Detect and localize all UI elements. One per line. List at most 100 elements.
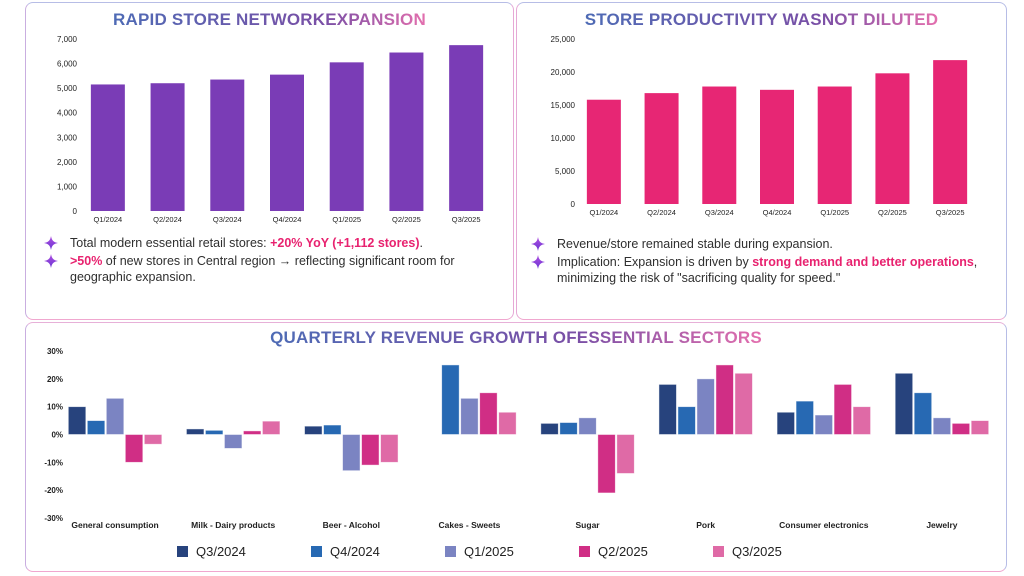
bar-Q1-2025 bbox=[224, 434, 243, 449]
store-productivity-title: STORE PRODUCTIVITY WAS NOT DILUTED bbox=[517, 10, 1006, 30]
x-tick-label: Q4/2024 bbox=[763, 208, 792, 217]
store-expansion-title: RAPID STORE NETWORK EXPANSION bbox=[26, 10, 513, 30]
legend-label: Q2/2025 bbox=[598, 544, 648, 559]
category-label: General consumption bbox=[71, 520, 158, 530]
diamond-star-icon bbox=[531, 237, 545, 251]
bar-Q3-2024 bbox=[894, 372, 914, 435]
y-tick-label: 2,000 bbox=[57, 158, 78, 167]
note-text: Total modern essential retail stores: +2… bbox=[70, 236, 423, 250]
title-part-1: STORE PRODUCTIVITY WAS bbox=[584, 10, 822, 29]
diamond-star-icon bbox=[531, 254, 545, 269]
bar-Q3-2024 bbox=[702, 86, 737, 204]
y-tick-label: 7,000 bbox=[57, 35, 78, 44]
bar-Q4-2024 bbox=[559, 422, 578, 435]
legend-item: Q4/2024 bbox=[311, 544, 445, 559]
bar-Q2-2025 bbox=[389, 52, 424, 212]
bar-Q3-2024 bbox=[304, 425, 323, 435]
bar-Q2-2025 bbox=[833, 384, 852, 435]
title-part-2: ESSENTIAL SECTORS bbox=[576, 328, 762, 347]
bar-Q2-2025 bbox=[361, 434, 380, 466]
y-tick-label: 4,000 bbox=[57, 109, 78, 118]
bar-Q1-2025 bbox=[105, 397, 125, 435]
sector-growth-title: QUARTERLY REVENUE GROWTH OF ESSENTIAL SE… bbox=[26, 328, 1006, 348]
bar-Q3-2024 bbox=[540, 422, 559, 435]
bar-Q3-2024 bbox=[186, 428, 205, 435]
y-tick-label: 20,000 bbox=[551, 68, 576, 77]
category-label: Beer - Alcohol bbox=[323, 520, 380, 530]
category-label: Milk - Dairy products bbox=[191, 520, 275, 530]
category-label: Jewelry bbox=[926, 520, 957, 530]
y-tick-label: 25,000 bbox=[551, 35, 576, 44]
bar-Q3-2025 bbox=[970, 420, 990, 435]
bar-Q3-2024 bbox=[67, 406, 87, 435]
bar-Q1-2025 bbox=[460, 397, 479, 435]
bar-Q1-2025 bbox=[329, 62, 364, 211]
bar-Q1-2025 bbox=[814, 414, 833, 435]
legend-label: Q1/2025 bbox=[464, 544, 514, 559]
bar-Q4-2024 bbox=[913, 392, 933, 435]
bar-Q3-2025 bbox=[449, 45, 484, 212]
bar-Q2-2025 bbox=[951, 422, 971, 435]
y-tick-label: 6,000 bbox=[57, 60, 78, 69]
sector-growth-chart: -30% -20% -10% 0% 10% 20% 30% General consumpti… bbox=[44, 347, 990, 530]
y-tick-label: 0% bbox=[51, 431, 63, 440]
x-tick-label: Q3/2025 bbox=[452, 215, 481, 224]
x-tick-label: Q2/2025 bbox=[392, 215, 421, 224]
category-label: Pork bbox=[696, 520, 715, 530]
bar-Q1-2025 bbox=[817, 86, 852, 204]
note-item: Revenue/store remained stable during exp… bbox=[531, 236, 979, 253]
x-tick-label: Q1/2024 bbox=[93, 215, 122, 224]
store-productivity-card: STORE PRODUCTIVITY WAS NOT DILUTED 0 5,00… bbox=[516, 2, 1007, 320]
x-tick-label: Q1/2025 bbox=[820, 208, 849, 217]
note-text: Revenue/store remained stable during exp… bbox=[557, 237, 833, 251]
bar-Q3-2025 bbox=[734, 372, 753, 435]
bar-Q2-2025 bbox=[597, 434, 616, 494]
bar-Q4-2024 bbox=[760, 89, 794, 204]
x-tick-label: Q2/2024 bbox=[647, 208, 676, 217]
chart-legend: Q3/2024 Q4/2024 Q1/2025 Q2/2025 Q3/2025 bbox=[0, 544, 1024, 559]
legend-label: Q3/2024 bbox=[196, 544, 246, 559]
title-part-2: EXPANSION bbox=[325, 10, 426, 29]
y-tick-label: 10% bbox=[47, 403, 63, 412]
left-notes: Total modern essential retail stores: +2… bbox=[44, 235, 494, 287]
bar-Q3-2024 bbox=[658, 384, 677, 435]
diamond-star-icon bbox=[44, 253, 58, 268]
category-label: Consumer electronics bbox=[779, 520, 869, 530]
note-item: >50% of new stores in Central region → r… bbox=[44, 253, 494, 286]
y-tick-label: 5,000 bbox=[57, 84, 78, 93]
y-tick-label: 1,000 bbox=[57, 182, 78, 191]
bar-Q1-2024 bbox=[90, 84, 125, 211]
title-part-2: NOT DILUTED bbox=[821, 10, 939, 29]
x-tick-label: Q3/2024 bbox=[213, 215, 242, 224]
y-tick-label: 15,000 bbox=[551, 101, 576, 110]
y-tick-label: -30% bbox=[44, 514, 63, 523]
x-tick-label: Q3/2025 bbox=[936, 208, 965, 217]
bar-Q4-2024 bbox=[86, 420, 106, 435]
bar-Q4-2024 bbox=[270, 74, 304, 211]
bar-Q3-2025 bbox=[498, 411, 517, 435]
title-part-1: RAPID STORE NETWORK bbox=[113, 10, 326, 29]
bar-Q3-2025 bbox=[852, 406, 871, 435]
bar-Q3-2025 bbox=[616, 434, 635, 474]
bar-Q3-2025 bbox=[380, 434, 399, 463]
revenue-per-store-chart: 0 5,000 10,000 15,000 20,000 25,000 Q1/2024 Q2/… bbox=[551, 35, 968, 217]
legend-item: Q1/2025 bbox=[445, 544, 579, 559]
bar-Q4-2024 bbox=[441, 364, 460, 435]
store-count-chart: 0 1,000 2,000 3,000 4,000 5,000 6,000 7,000 Q1/2… bbox=[57, 35, 484, 224]
bar-Q3-2024 bbox=[210, 79, 245, 211]
title-part-1: QUARTERLY REVENUE GROWTH OF bbox=[270, 328, 577, 347]
bar-Q1-2025 bbox=[696, 378, 715, 435]
y-tick-label: 10,000 bbox=[551, 134, 576, 143]
category-label: Cakes - Sweets bbox=[438, 520, 500, 530]
note-item: Total modern essential retail stores: +2… bbox=[44, 235, 494, 252]
bar-Q4-2024 bbox=[205, 429, 224, 435]
y-tick-label: 30% bbox=[47, 347, 63, 356]
bar-Q4-2024 bbox=[677, 406, 696, 435]
y-tick-label: 0 bbox=[73, 207, 78, 216]
legend-swatch bbox=[579, 546, 590, 557]
y-tick-label: -10% bbox=[44, 458, 63, 467]
diamond-star-icon bbox=[44, 236, 58, 250]
legend-item: Q3/2024 bbox=[177, 544, 311, 559]
bar-Q2-2024 bbox=[150, 83, 185, 211]
x-tick-label: Q3/2024 bbox=[705, 208, 734, 217]
